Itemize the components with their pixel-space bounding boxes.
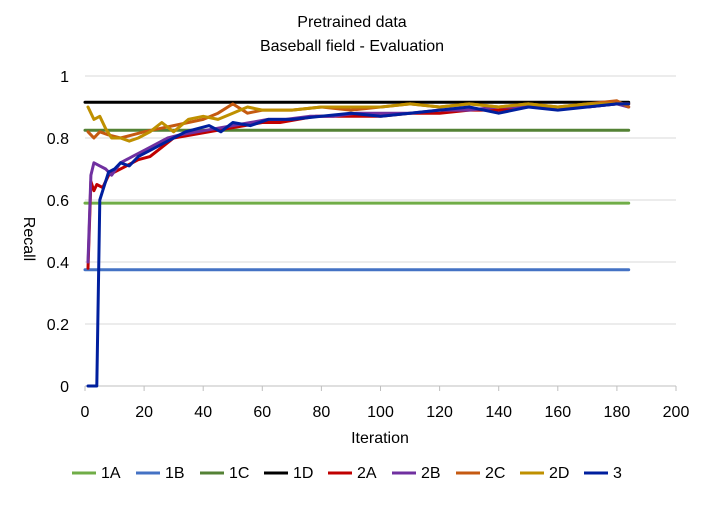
legend-item-1b: 1B [136, 465, 185, 482]
x-tick-label: 200 [663, 404, 690, 421]
legend-item-1c: 1C [200, 465, 249, 482]
legend-label: 2C [485, 465, 505, 482]
x-tick-label: 180 [604, 404, 631, 421]
y-axis-ticks: 0 0.2 0.4 0.6 0.8 1 [47, 69, 69, 396]
legend-item-2c: 2C [456, 465, 505, 482]
x-axis-label: Iteration [351, 430, 409, 447]
x-tick-label: 60 [253, 404, 271, 421]
x-tick-label: 20 [135, 404, 153, 421]
legend-item-3: 3 [584, 465, 622, 482]
y-tick-label: 0 [60, 379, 69, 396]
gridlines [85, 75, 676, 387]
y-tick-label: 0.2 [47, 317, 69, 334]
y-tick-label: 0.6 [47, 193, 69, 210]
legend-item-2d: 2D [520, 465, 569, 482]
legend-label: 1B [165, 465, 185, 482]
legend-label: 2A [357, 465, 377, 482]
y-tick-label: 0.4 [47, 255, 69, 272]
x-tick-label: 160 [544, 404, 571, 421]
x-axis-ticks: 0 20 40 60 80 100 120 140 160 180 200 [81, 386, 690, 421]
y-tick-label: 0.8 [47, 131, 69, 148]
chart-subtitle: Baseball field - Evaluation [260, 38, 444, 55]
x-tick-label: 100 [367, 404, 394, 421]
legend-item-2a: 2A [328, 465, 377, 482]
series-lines [83, 99, 631, 388]
x-tick-label: 120 [426, 404, 453, 421]
series-line-3 [86, 102, 631, 388]
legend: 1A 1B 1C 1D 2A 2B 2C 2D 3 [72, 465, 622, 482]
legend-label: 3 [613, 465, 622, 482]
legend-label: 1C [229, 465, 249, 482]
y-axis-label: Recall [20, 217, 37, 261]
x-tick-label: 80 [313, 404, 331, 421]
legend-label: 1A [101, 465, 121, 482]
legend-item-2b: 2B [392, 465, 441, 482]
chart-title: Pretrained data [297, 14, 407, 31]
legend-label: 2D [549, 465, 569, 482]
legend-label: 1D [293, 465, 313, 482]
legend-item-1d: 1D [264, 465, 313, 482]
x-tick-label: 140 [485, 404, 512, 421]
series-line-2d [86, 102, 631, 143]
x-tick-label: 0 [81, 404, 90, 421]
legend-label: 2B [421, 465, 441, 482]
x-tick-label: 40 [194, 404, 212, 421]
legend-item-1a: 1A [72, 465, 121, 482]
y-tick-label: 1 [60, 69, 69, 86]
